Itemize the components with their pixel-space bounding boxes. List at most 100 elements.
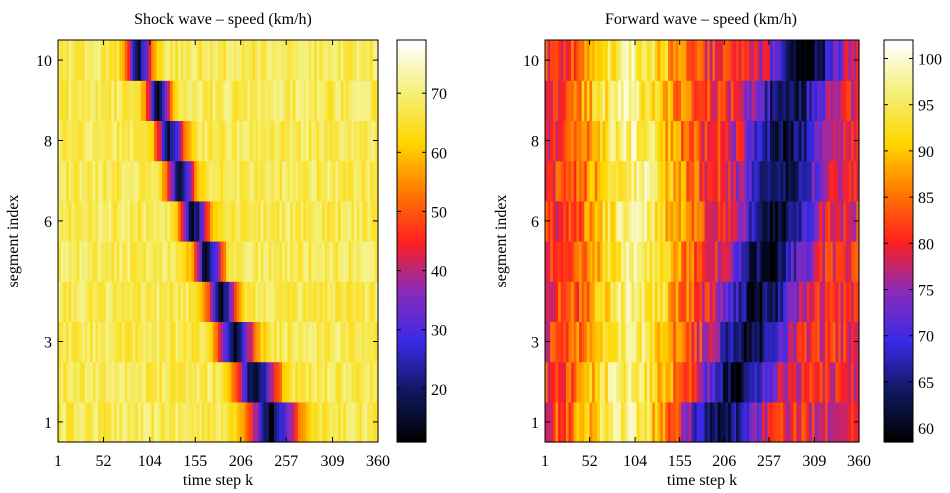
heatmap-cell: [749, 40, 753, 81]
heatmap-cell: [796, 361, 800, 403]
colorbar-band: [884, 160, 913, 166]
heatmap-cell: [843, 200, 847, 242]
heatmap-cell: [332, 40, 336, 81]
colorbar-tick-label: 30: [431, 323, 447, 340]
heatmap-cell: [843, 361, 847, 403]
heatmap-cell: [770, 80, 774, 121]
heatmap-cell: [555, 160, 559, 202]
heatmap-cell: [811, 120, 816, 162]
heatmap-cell: [555, 241, 559, 282]
heatmap-cell: [92, 361, 96, 403]
heatmap-cell: [132, 120, 136, 162]
heatmap-cell: [164, 160, 168, 202]
heatmap-cell: [100, 80, 104, 121]
heatmap-cell: [367, 40, 371, 81]
heatmap-cell: [194, 160, 198, 202]
heatmap-cell: [151, 160, 155, 202]
heatmap-cell: [284, 241, 288, 282]
heatmap-cell: [743, 40, 748, 81]
heatmap-cell: [92, 80, 96, 121]
heatmap-cell: [670, 241, 674, 282]
heatmap-cell: [324, 241, 328, 282]
heatmap-cell: [838, 321, 842, 363]
heatmap-cell: [183, 241, 187, 282]
heatmap-cell: [725, 40, 729, 81]
heatmap-cell: [351, 120, 355, 162]
heatmap-cell: [108, 321, 112, 363]
heatmap-cell: [127, 120, 131, 162]
heatmap-cell: [114, 321, 118, 363]
heatmap-cell: [207, 160, 211, 202]
heatmap-cell: [252, 401, 256, 443]
colorbar-band: [884, 417, 913, 423]
heatmap-cell: [615, 200, 619, 242]
heatmap-cell: [370, 120, 374, 162]
heatmap-cell: [777, 241, 782, 282]
heatmap-cell: [319, 200, 323, 242]
heatmap-cell: [555, 401, 559, 443]
heatmap-cell: [154, 321, 158, 363]
heatmap-cell: [743, 120, 748, 162]
heatmap-cell: [809, 361, 813, 403]
heatmap-cell: [599, 80, 604, 121]
heatmap-cell: [827, 40, 831, 81]
heatmap-cell: [662, 321, 666, 363]
heatmap-cell: [565, 160, 570, 202]
heatmap-cell: [191, 401, 195, 443]
heatmap-cell: [657, 40, 661, 81]
heatmap-cell: [759, 281, 763, 322]
colorbar-band: [884, 204, 913, 210]
heatmap-cell: [681, 401, 685, 443]
heatmap-cell: [364, 80, 368, 121]
heatmap-cell: [848, 281, 852, 322]
heatmap-cell: [170, 40, 174, 81]
heatmap-cell: [845, 160, 850, 202]
heatmap-cell: [783, 361, 787, 403]
heatmap-cell: [712, 200, 716, 242]
heatmap-cell: [154, 40, 158, 81]
heatmap-cell: [103, 120, 107, 162]
heatmap-cell: [665, 120, 669, 162]
heatmap-cell: [809, 321, 813, 363]
heatmap-cell: [260, 401, 264, 443]
colorbar-band: [397, 204, 426, 210]
heatmap-cell: [370, 401, 374, 443]
heatmap-cell: [811, 401, 816, 443]
heatmap-cell: [722, 160, 727, 202]
heatmap-cell: [364, 281, 368, 322]
heatmap-cell: [851, 40, 855, 81]
y-tick-label: 1: [531, 415, 539, 432]
colorbar-band: [397, 116, 426, 121]
heatmap-cell: [322, 401, 326, 443]
heatmap-cell: [785, 361, 789, 403]
heatmap-cell: [568, 281, 572, 322]
heatmap-cell: [279, 40, 283, 81]
heatmap-cell: [665, 321, 669, 363]
heatmap-cell: [563, 160, 567, 202]
heatmap-cell: [772, 120, 776, 162]
heatmap-cell: [751, 40, 755, 81]
heatmap-cell: [255, 80, 259, 121]
heatmap-cell: [764, 200, 769, 242]
heatmap-cell: [63, 241, 67, 282]
heatmap-cell: [610, 160, 614, 202]
heatmap-cell: [633, 321, 638, 363]
heatmap-cell: [76, 40, 80, 81]
heatmap-cell: [370, 241, 374, 282]
heatmap-cell: [704, 120, 708, 162]
heatmap-cell: [202, 321, 206, 363]
colorbar-band: [884, 313, 913, 318]
colorbar-band: [884, 104, 913, 109]
heatmap-cell: [258, 40, 262, 81]
heatmap-cell: [204, 281, 208, 322]
heatmap-cell: [84, 241, 88, 282]
heatmap-cell: [576, 361, 580, 403]
heatmap-cell: [633, 40, 638, 81]
heatmap-cell: [783, 321, 787, 363]
colorbar-band: [397, 281, 426, 286]
heatmap-cell: [709, 160, 714, 202]
heatmap-cell: [266, 80, 270, 121]
heatmap-cell: [558, 401, 562, 443]
colorbar-band: [397, 389, 426, 395]
heatmap-cell: [686, 241, 690, 282]
